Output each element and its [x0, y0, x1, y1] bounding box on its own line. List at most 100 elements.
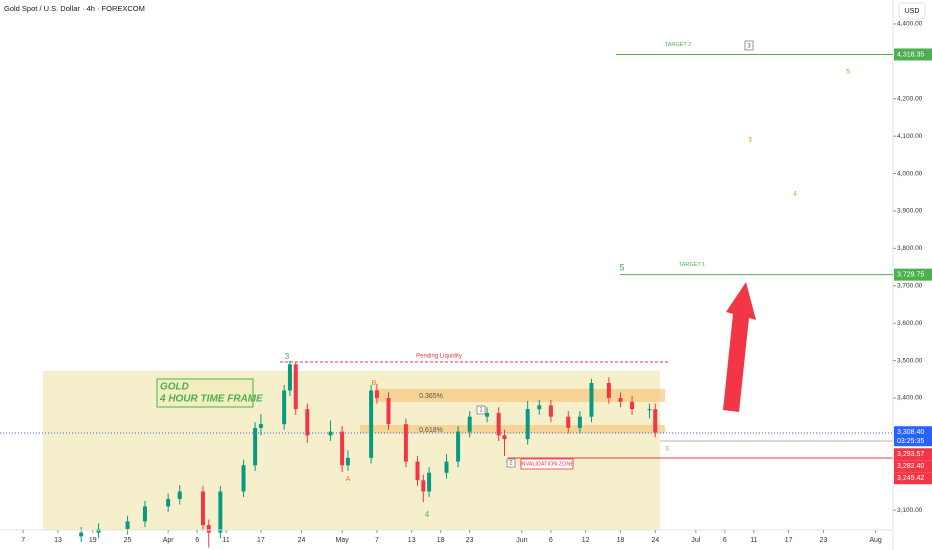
price-badge	[894, 460, 932, 473]
y-tick-label: 3,900.00	[897, 208, 923, 215]
x-tick-label: Jul	[691, 537, 700, 544]
frame-box	[156, 378, 254, 408]
x-tick-label: Jun	[516, 537, 527, 544]
candle-body	[653, 409, 658, 433]
y-tick-label: 3,500.00	[897, 357, 923, 364]
wave-label: 3	[747, 44, 751, 50]
fib-zone	[360, 425, 665, 433]
x-tick-label: 7	[21, 537, 25, 544]
candle-body	[305, 409, 310, 436]
candle-body	[456, 431, 461, 462]
candle-body	[467, 416, 472, 432]
candle-body	[96, 528, 101, 533]
currency-label: USD	[905, 8, 920, 15]
x-tick-label: Aug	[869, 537, 882, 544]
x-tick-label: 18	[437, 537, 445, 544]
wave-label: 3	[665, 447, 669, 453]
candle-body	[589, 383, 594, 417]
candle-body	[566, 416, 571, 428]
price-badge	[894, 268, 932, 281]
candle-body	[345, 457, 350, 466]
candle-body	[253, 427, 258, 466]
x-tick-label: 24	[651, 537, 659, 544]
price-badge-label: 3,293.57	[897, 451, 924, 458]
y-tick-label: 3,100.00	[897, 507, 923, 514]
plot	[79, 360, 658, 548]
price-badge-label: 4,318.35	[897, 51, 924, 58]
y-tick-label: 4,100.00	[897, 133, 923, 140]
candle-body	[630, 401, 635, 410]
x-tick-label: 6	[723, 537, 727, 544]
price-badge	[894, 48, 932, 61]
currency-button[interactable]	[898, 2, 926, 20]
x-tick-label: 7	[375, 537, 379, 544]
candle-body	[340, 431, 345, 466]
liquidity-label: Pending Liquidity	[416, 354, 462, 360]
candle-body	[79, 532, 84, 537]
chart-title: Gold Spot / U.S. Dollar · 4h · FOREXCOM	[4, 4, 145, 13]
y-tick-label: 3,700.00	[897, 282, 923, 289]
candle-body	[287, 364, 292, 391]
wave-label: 1	[479, 408, 483, 414]
price-badge	[894, 448, 932, 461]
x-tick-label: 6	[195, 537, 199, 544]
candle-body	[328, 431, 333, 436]
y-tick-label: 4,000.00	[897, 170, 923, 177]
candle-body	[142, 506, 147, 522]
wave-label: 4	[793, 192, 797, 198]
wave-label: A	[346, 476, 351, 483]
candle-body	[369, 390, 374, 458]
candle-body	[403, 424, 408, 462]
candle-body	[577, 416, 582, 428]
price-badge-label: 3,245.42	[897, 475, 924, 482]
wave-label: 2	[509, 461, 513, 467]
candle-body	[525, 409, 530, 440]
y-tick-label: 3,800.00	[897, 245, 923, 252]
x-tick-label: 25	[124, 537, 132, 544]
candle-body	[200, 491, 205, 526]
candle-body	[421, 480, 426, 492]
x-tick-label: May	[336, 537, 350, 544]
wave-label: 5	[846, 70, 850, 76]
wave-box	[476, 405, 486, 415]
candle-body	[386, 397, 391, 425]
candle-body	[537, 405, 542, 410]
wave-label: 3	[285, 352, 290, 361]
wave-label: B	[372, 380, 377, 387]
candle-body	[496, 412, 501, 436]
candle-body	[282, 390, 287, 425]
x-tick-label: 13	[54, 537, 62, 544]
candle-body	[218, 491, 223, 533]
candle-body	[258, 424, 263, 428]
arrow	[723, 282, 756, 412]
frame-text: 4 HOUR TIME FRAME	[159, 394, 263, 405]
target-name: TARGET 1	[679, 262, 705, 268]
x-tick-label: 17	[257, 537, 265, 544]
price-badge	[894, 472, 932, 485]
candle-body	[618, 397, 623, 402]
candle-body	[374, 390, 379, 398]
x-tick-label: 6	[549, 537, 553, 544]
x-tick-label: 18	[617, 537, 625, 544]
candle-body	[502, 435, 507, 440]
x-tick-label: Apr	[163, 537, 175, 544]
candle-body	[166, 498, 171, 507]
price-badge-label: 3,282.40	[897, 463, 924, 470]
x-tick-label: 17	[785, 537, 793, 544]
candle-body	[485, 412, 490, 417]
y-tick-label: 4,400.00	[897, 21, 923, 28]
candle-body	[415, 461, 420, 481]
price-badge	[894, 426, 932, 447]
candle-body	[606, 383, 611, 398]
x-tick-label: 23	[466, 537, 474, 544]
y-tick-label: 3,400.00	[897, 395, 923, 402]
y-tick-label: 3,600.00	[897, 320, 923, 327]
x-tick-label: 13	[408, 537, 416, 544]
x-tick-label: 23	[820, 537, 828, 544]
x-tick-label: 11	[750, 537, 757, 544]
candle-body	[647, 409, 652, 411]
fib-label: 0.365%	[419, 393, 443, 400]
x-tick-label: 12	[582, 537, 590, 544]
countdown: 03:25:35	[897, 438, 924, 445]
